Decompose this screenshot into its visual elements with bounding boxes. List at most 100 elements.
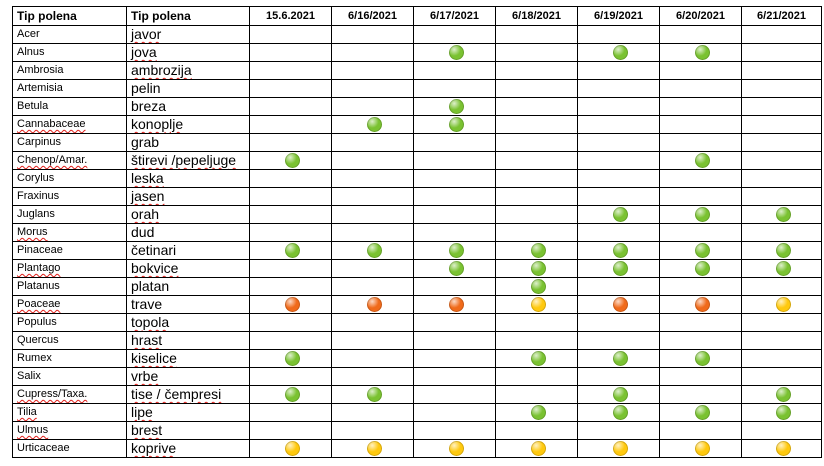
latin-name: Ulmus [17, 424, 49, 436]
level-cell [741, 133, 822, 152]
level-cell [659, 439, 742, 458]
local-name: hrast [131, 332, 163, 349]
local-name-cell: javor [126, 25, 250, 44]
local-name: pelin [131, 80, 161, 97]
orange-level-dot-icon [613, 297, 628, 313]
header-date-6: 6/20/2021 [659, 6, 742, 26]
local-name: dud [131, 224, 155, 241]
level-cell [331, 97, 414, 116]
latin-name-cell: Ulmus [12, 421, 127, 440]
level-cell [331, 115, 414, 134]
level-cell [413, 25, 496, 44]
latin-name: Acer [17, 28, 40, 40]
local-name: trave [131, 296, 163, 313]
local-name: jasen [131, 188, 165, 205]
latin-name-cell: Artemisia [12, 79, 127, 98]
local-name: breza [131, 98, 167, 115]
level-cell [741, 313, 822, 332]
green-level-dot-icon [285, 351, 300, 367]
latin-name: Tilia [17, 406, 37, 418]
level-cell [413, 421, 496, 440]
local-name: grab [131, 134, 160, 151]
table-row: Quercus hrast [12, 331, 822, 350]
local-name: ambrozija [131, 62, 192, 79]
green-level-dot-icon [695, 45, 710, 61]
level-cell [659, 25, 742, 44]
green-level-dot-icon [613, 351, 628, 367]
level-cell [331, 277, 414, 296]
orange-level-dot-icon [285, 297, 300, 313]
table-row: Ambrosia ambrozija [12, 61, 822, 80]
local-name-cell: lipe [126, 403, 250, 422]
level-cell [331, 349, 414, 368]
green-level-dot-icon [695, 351, 710, 367]
level-cell [659, 133, 742, 152]
level-cell [577, 151, 660, 170]
latin-name-cell: Morus [12, 223, 127, 242]
level-cell [577, 223, 660, 242]
level-cell [495, 439, 578, 458]
latin-name: Artemisia [17, 82, 63, 94]
level-cell [741, 403, 822, 422]
level-cell [577, 439, 660, 458]
table-row: Platanus platan [12, 277, 822, 296]
table-row: Salix vrbe [12, 367, 822, 386]
local-name-cell: platan [126, 277, 250, 296]
local-name: štirevi /pepeljuge [131, 152, 237, 169]
level-cell [741, 187, 822, 206]
local-name-cell: ambrozija [126, 61, 250, 80]
level-cell [331, 205, 414, 224]
green-level-dot-icon [285, 387, 300, 403]
local-name-cell: trave [126, 295, 250, 314]
table-row: Acer javor [12, 25, 822, 44]
level-cell [249, 187, 332, 206]
latin-name-cell: Tilia [12, 403, 127, 422]
level-cell [741, 61, 822, 80]
yellow-level-dot-icon [367, 441, 382, 457]
level-cell [331, 223, 414, 242]
latin-name: Pinaceae [17, 244, 63, 256]
local-name-cell: dud [126, 223, 250, 242]
header-latin: Tip polena [12, 6, 127, 26]
latin-name: Salix [17, 370, 41, 382]
level-cell [413, 43, 496, 62]
level-cell [659, 79, 742, 98]
level-cell [331, 259, 414, 278]
latin-name-cell: Plantago [12, 259, 127, 278]
level-cell [413, 241, 496, 260]
level-cell [249, 331, 332, 350]
level-cell [495, 349, 578, 368]
table-row: Ulmus brest [12, 421, 822, 440]
level-cell [741, 439, 822, 458]
table-row: Populus topola [12, 313, 822, 332]
header-date-4: 6/18/2021 [495, 6, 578, 26]
local-name-cell: pelin [126, 79, 250, 98]
level-cell [659, 277, 742, 296]
green-level-dot-icon [449, 261, 464, 277]
level-cell [495, 295, 578, 314]
level-cell [249, 205, 332, 224]
level-cell [495, 79, 578, 98]
green-level-dot-icon [776, 405, 791, 421]
header-date-1: 15.6.2021 [249, 6, 332, 26]
level-cell [495, 277, 578, 296]
level-cell [577, 241, 660, 260]
level-cell [659, 367, 742, 386]
latin-name: Ambrosia [17, 64, 64, 76]
latin-name-cell: Chenop/Amar. [12, 151, 127, 170]
green-level-dot-icon [449, 99, 464, 115]
orange-level-dot-icon [449, 297, 464, 313]
level-cell [577, 421, 660, 440]
level-cell [495, 259, 578, 278]
local-name: topola [131, 314, 170, 331]
latin-name-cell: Juglans [12, 205, 127, 224]
latin-name-cell: Populus [12, 313, 127, 332]
latin-name-cell: Quercus [12, 331, 127, 350]
header-date-3: 6/17/2021 [413, 6, 496, 26]
level-cell [577, 187, 660, 206]
green-level-dot-icon [613, 45, 628, 61]
level-cell [659, 61, 742, 80]
latin-name-cell: Alnus [12, 43, 127, 62]
local-name: lipe [131, 404, 153, 421]
table-row: Tilia lipe [12, 403, 822, 422]
